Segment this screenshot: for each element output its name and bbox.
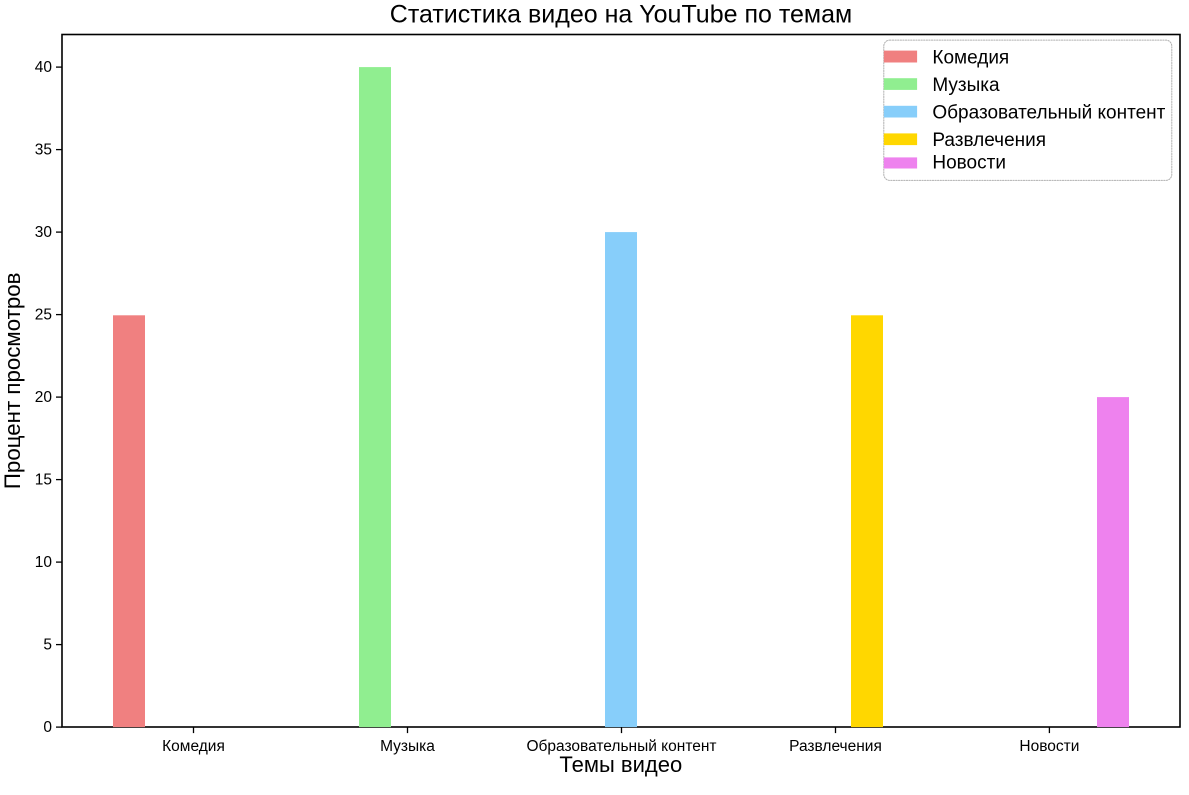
- svg-text:25: 25: [35, 307, 52, 324]
- svg-text:Образовательный контент: Образовательный контент: [932, 103, 1165, 124]
- svg-text:Процент просмотров: Процент просмотров: [0, 273, 25, 490]
- svg-text:0: 0: [43, 719, 52, 736]
- svg-text:Новости: Новости: [932, 153, 1006, 174]
- svg-text:20: 20: [35, 389, 53, 406]
- svg-text:Развлечения: Развлечения: [789, 738, 882, 755]
- svg-text:Комедия: Комедия: [162, 738, 225, 755]
- svg-text:Музыка: Музыка: [932, 75, 1000, 96]
- svg-text:5: 5: [43, 637, 52, 654]
- svg-text:Статистика видео на YouTube по: Статистика видео на YouTube по темам: [390, 1, 852, 29]
- svg-text:30: 30: [35, 224, 53, 241]
- svg-text:Развлечения: Развлечения: [932, 130, 1046, 151]
- svg-text:Музыка: Музыка: [380, 738, 435, 755]
- svg-text:40: 40: [35, 59, 53, 76]
- svg-text:Комедия: Комедия: [932, 47, 1009, 68]
- svg-text:Темы видео: Темы видео: [559, 752, 682, 777]
- svg-text:10: 10: [35, 554, 53, 571]
- svg-text:Новости: Новости: [1019, 738, 1079, 755]
- svg-text:15: 15: [35, 472, 52, 489]
- svg-text:35: 35: [35, 142, 52, 159]
